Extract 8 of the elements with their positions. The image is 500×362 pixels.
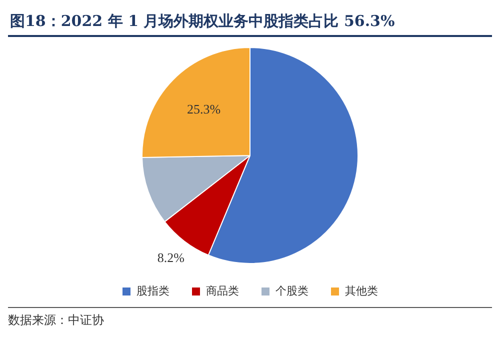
legend-label: 其他类 <box>345 284 378 298</box>
chart-title: 图18：2022 年 1 月场外期权业务中股指类占比 56.3% <box>8 8 492 37</box>
data-label: 25.3% <box>186 102 221 117</box>
legend-label: 股指类 <box>136 284 170 298</box>
data-label: 8.2% <box>157 250 185 266</box>
legend-label: 商品类 <box>206 284 239 298</box>
legend-label: 个股类 <box>276 284 308 298</box>
source-note: 数据来源：中证协 <box>8 307 492 329</box>
